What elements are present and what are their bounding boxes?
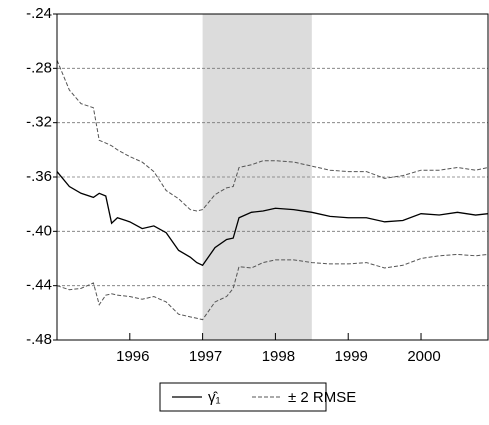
series-line (56, 171, 489, 267)
plot-frame (56, 13, 489, 341)
y-tick-label: -.44 (26, 277, 52, 294)
x-tick-label: 1996 (116, 348, 149, 365)
x-tick-label: 1997 (189, 348, 222, 365)
series-line (56, 59, 489, 212)
legend-box (159, 382, 327, 412)
y-tick-label: -.48 (26, 331, 52, 348)
legend-label: γ̂₁ (208, 389, 221, 406)
x-tick-label: 1998 (262, 348, 295, 365)
legend-label: ± 2 RMSE (288, 389, 356, 406)
y-tick-label: -.28 (26, 59, 52, 76)
x-tick-label: 1999 (335, 348, 368, 365)
series-band-lower (56, 253, 489, 321)
y-tick-label: -.36 (26, 168, 52, 185)
y-tick-label: -.24 (26, 5, 52, 22)
x-tick-label: 2000 (407, 348, 440, 365)
y-tick-label: -.32 (26, 114, 52, 131)
y-tick-label: -.40 (26, 222, 52, 239)
